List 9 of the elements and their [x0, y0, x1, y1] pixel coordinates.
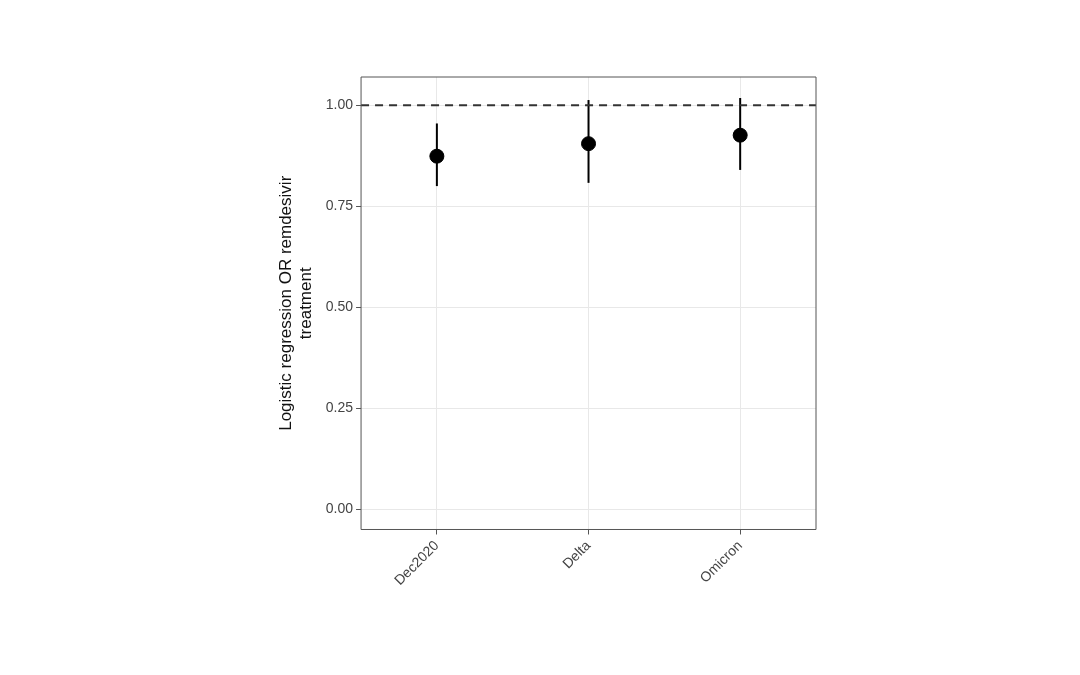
y-axis-title: Logistic regression OR remdesivir treatment [275, 175, 316, 431]
point [581, 136, 597, 152]
point [429, 148, 445, 164]
y-tick-label: 0.25 [325, 399, 354, 416]
y-tick-label: 0.75 [325, 197, 354, 214]
y-tick-label: 0.00 [325, 500, 354, 517]
point [732, 127, 748, 143]
y-tick-label: 0.50 [325, 298, 354, 315]
y-tick-label: 1.00 [325, 96, 354, 113]
